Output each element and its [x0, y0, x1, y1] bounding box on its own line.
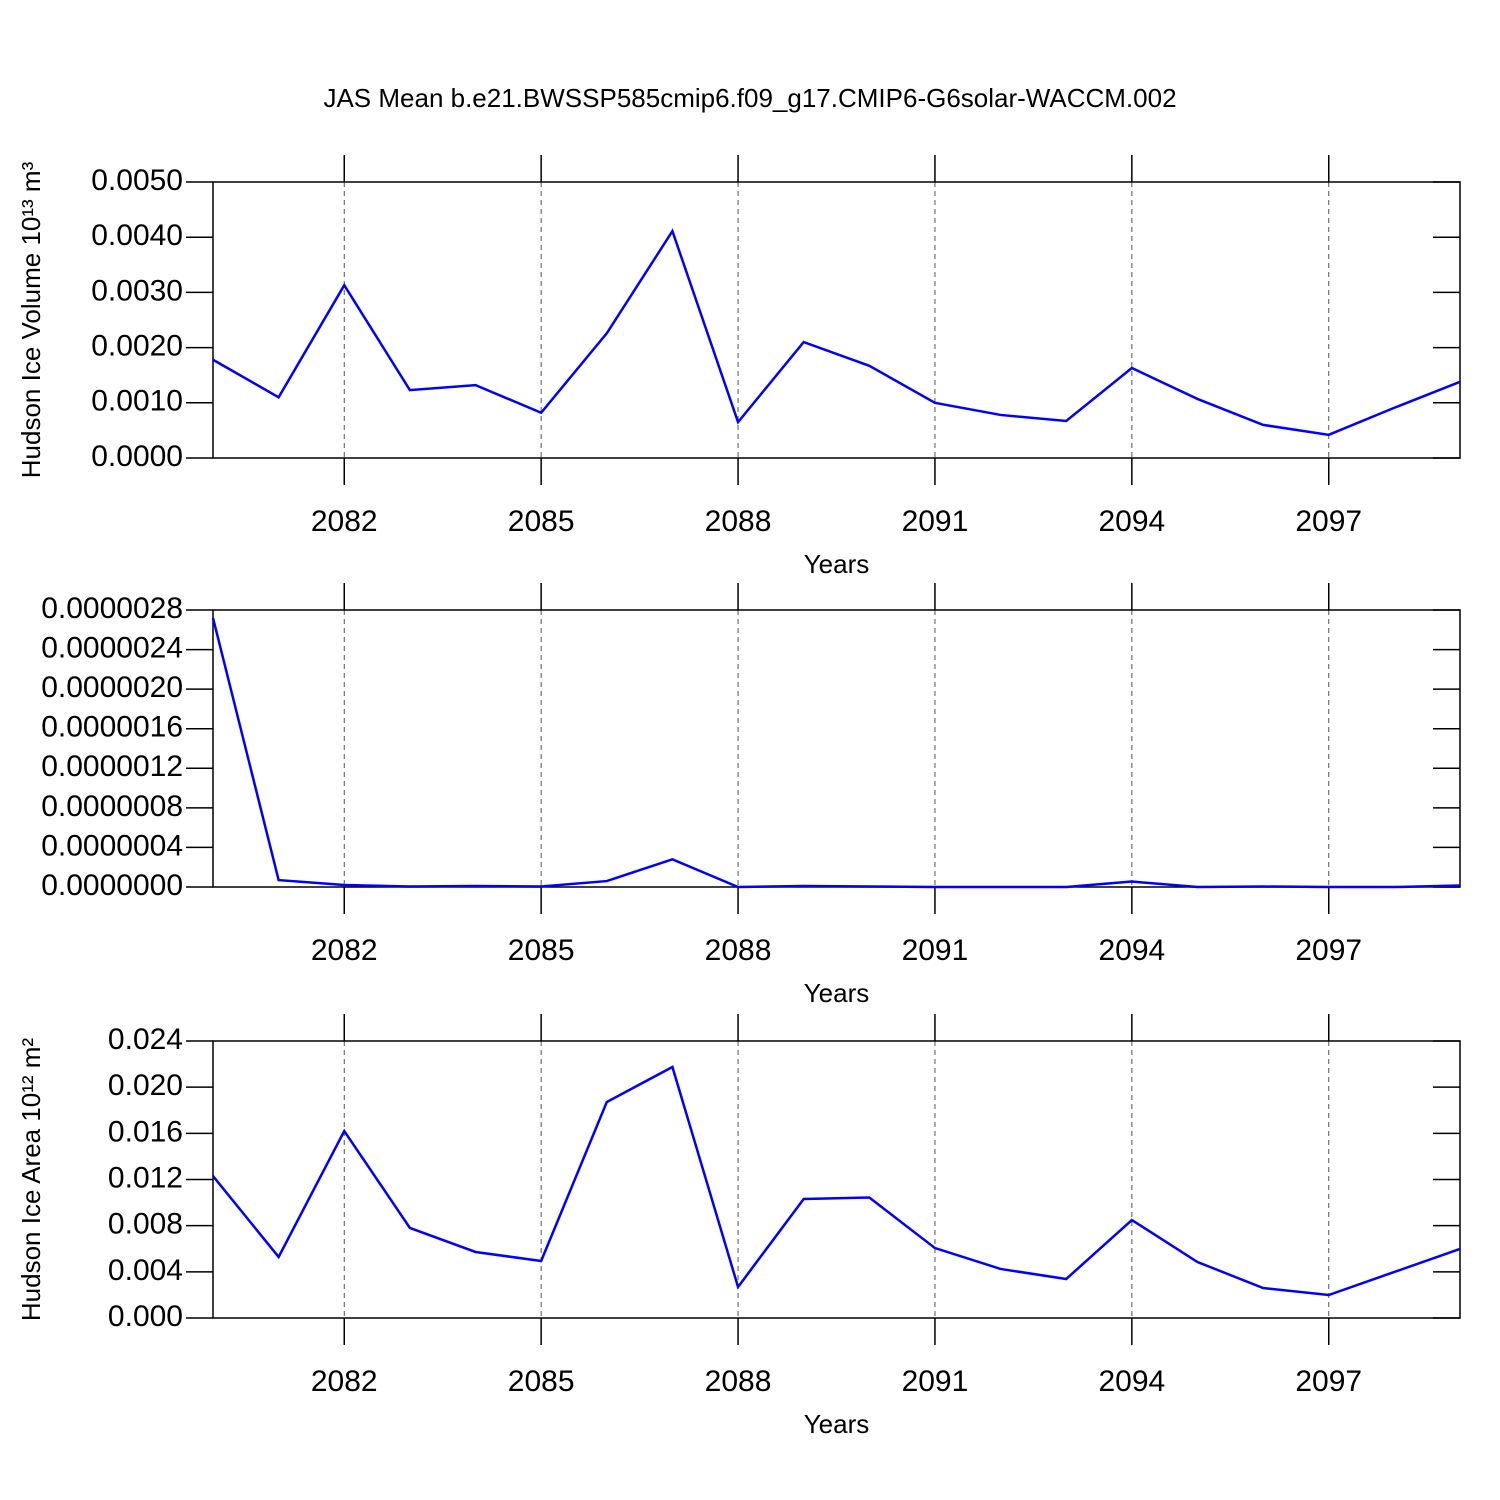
y-tick-label: 0.0000012: [41, 750, 183, 783]
y-tick-label: 0.008: [108, 1208, 183, 1241]
chart-title: JAS Mean b.e21.BWSSP585cmip6.f09_g17.CMI…: [323, 83, 1176, 113]
data-line: [211, 617, 1461, 889]
y-tick-label: 0.012: [108, 1161, 183, 1194]
data-line: [212, 1065, 1461, 1297]
y-tick-label: 0.0050: [91, 164, 183, 197]
x-tick-label: 2082: [311, 505, 378, 538]
y-tick-label: 0.0000020: [41, 671, 183, 704]
x-tick-label: 2085: [508, 1365, 575, 1398]
y-tick-label: 0.004: [108, 1254, 183, 1287]
y-tick-label: 0.0000008: [41, 790, 183, 823]
x-tick-label: 2088: [705, 934, 772, 967]
y-tick-label: 0.000: [108, 1300, 183, 1333]
x-tick-label: 2085: [508, 934, 575, 967]
x-tick-label: 2097: [1295, 934, 1362, 967]
y-tick-label: 0.0000000: [41, 869, 183, 902]
x-tick-label: 2094: [1098, 505, 1165, 538]
x-tick-label: 2097: [1295, 1365, 1362, 1398]
x-tick-label: 2091: [902, 934, 969, 967]
x-axis-label: Years: [804, 978, 870, 1008]
x-tick-label: 2091: [902, 505, 969, 538]
x-tick-label: 2088: [705, 1365, 772, 1398]
plot-frame: [212, 181, 1461, 459]
y-tick-label: 0.0000024: [41, 631, 183, 664]
y-tick-label: 0.0000016: [41, 711, 183, 744]
y-tick-label: 0.024: [108, 1023, 183, 1056]
x-axis-label: Years: [804, 549, 870, 579]
x-tick-label: 2088: [705, 505, 772, 538]
plot-frame: [212, 1040, 1461, 1319]
x-tick-label: 2094: [1098, 934, 1165, 967]
x-axis-label: Years: [804, 1409, 870, 1439]
x-tick-label: 2082: [311, 934, 378, 967]
x-tick-label: 2091: [902, 1365, 969, 1398]
y-axis-label: Hudson Ice Volume 10¹³ m³: [16, 161, 46, 478]
x-tick-label: 2082: [311, 1365, 378, 1398]
x-tick-label: 2094: [1098, 1365, 1165, 1398]
y-tick-label: 0.016: [108, 1115, 183, 1148]
x-tick-label: 2085: [508, 505, 575, 538]
y-tick-label: 0.0000028: [41, 592, 183, 625]
y-tick-label: 0.0000: [91, 440, 183, 473]
y-tick-label: 0.0010: [91, 385, 183, 418]
y-tick-label: 0.0000004: [41, 829, 183, 862]
y-tick-label: 0.0040: [91, 219, 183, 252]
y-axis-label: Hudson Ice Area 10¹² m²: [16, 1038, 46, 1322]
x-tick-label: 2097: [1295, 505, 1362, 538]
y-tick-label: 0.020: [108, 1069, 183, 1102]
plot-frame: [212, 609, 1461, 888]
y-tick-label: 0.0020: [91, 330, 183, 363]
y-tick-label: 0.0030: [91, 274, 183, 307]
data-line: [212, 228, 1461, 437]
